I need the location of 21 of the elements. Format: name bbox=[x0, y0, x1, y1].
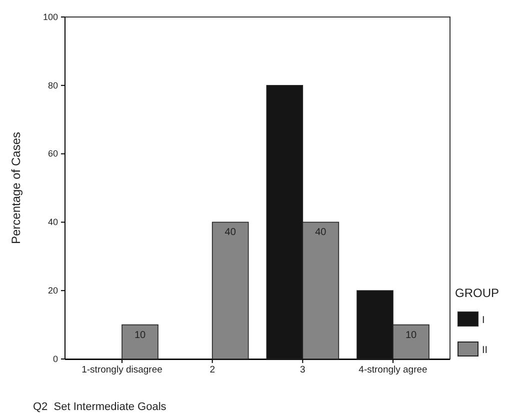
y-tick-label: 0 bbox=[52, 354, 58, 364]
data-label: 40 bbox=[315, 227, 327, 238]
data-label: 10 bbox=[405, 330, 417, 341]
legend-label: I bbox=[482, 315, 485, 326]
x-axis-title: Q2 Set Intermediate Goals bbox=[33, 401, 167, 413]
x-tick-label: 1-strongly disagree bbox=[82, 364, 162, 376]
bar bbox=[212, 222, 249, 360]
x-tick-label: 4-strongly agree bbox=[358, 364, 428, 376]
y-tick-label: 40 bbox=[48, 217, 58, 228]
data-label: 10 bbox=[134, 330, 146, 341]
legend-label: II bbox=[482, 345, 488, 356]
y-axis-title: Percentage of Cases bbox=[9, 132, 23, 244]
legend-title: GROUP bbox=[455, 286, 500, 300]
y-tick-label: 60 bbox=[48, 148, 58, 159]
y-tick-label: 80 bbox=[48, 80, 58, 90]
x-tick-label: 3 bbox=[300, 364, 306, 376]
data-label: 40 bbox=[224, 227, 236, 238]
bar bbox=[122, 324, 158, 360]
y-tick-label: 100 bbox=[42, 12, 58, 22]
x-tick-label: 2 bbox=[210, 364, 215, 376]
y-tick-label: 20 bbox=[48, 285, 58, 296]
